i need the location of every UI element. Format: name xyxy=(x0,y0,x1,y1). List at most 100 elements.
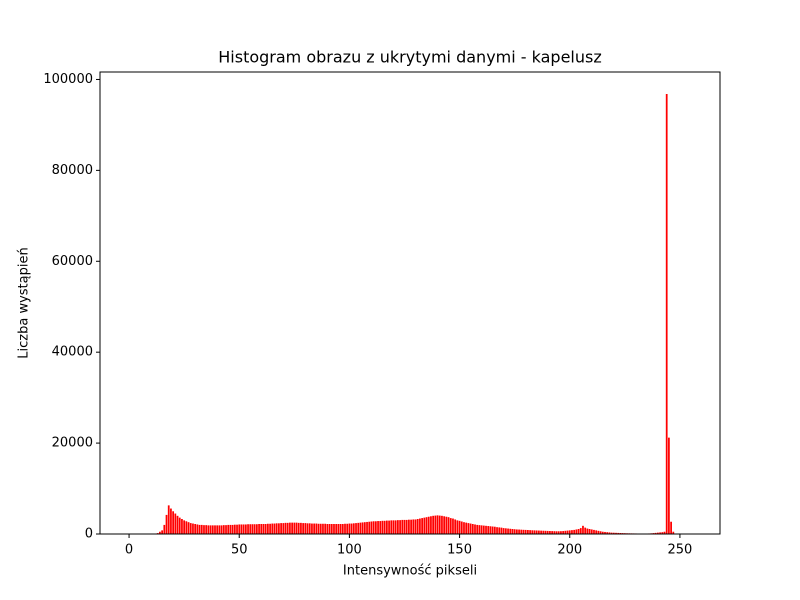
bar xyxy=(608,532,611,534)
bar xyxy=(657,532,659,534)
bar xyxy=(216,525,219,534)
bar xyxy=(509,528,512,534)
bar xyxy=(474,524,476,534)
bar xyxy=(518,529,520,534)
bar xyxy=(269,523,271,534)
bar xyxy=(566,530,569,534)
bar xyxy=(167,505,170,534)
bar xyxy=(359,522,362,534)
bar xyxy=(275,523,278,534)
bar xyxy=(311,523,313,534)
bar xyxy=(348,523,351,534)
bar xyxy=(306,523,309,534)
bar xyxy=(324,523,327,534)
bar xyxy=(366,521,368,534)
x-tick-label: 150 xyxy=(447,543,472,558)
bar xyxy=(388,520,390,534)
bar xyxy=(434,515,437,534)
bar xyxy=(659,532,661,534)
bar xyxy=(350,523,353,534)
bar xyxy=(544,530,547,534)
bar xyxy=(579,528,582,534)
bar xyxy=(273,523,276,534)
bar xyxy=(423,517,426,534)
x-tick-label: 0 xyxy=(125,543,133,558)
bar xyxy=(604,531,606,534)
bar xyxy=(187,522,190,534)
bar xyxy=(330,524,333,534)
bar xyxy=(502,528,505,534)
bar xyxy=(665,94,668,534)
bar xyxy=(427,516,430,534)
bar xyxy=(266,523,269,534)
bar xyxy=(610,532,613,534)
bar xyxy=(207,525,210,534)
bar xyxy=(278,523,280,534)
bar xyxy=(240,524,243,534)
bar xyxy=(533,530,536,534)
bar xyxy=(319,523,322,534)
bar xyxy=(260,524,263,534)
bar xyxy=(333,524,335,534)
bar xyxy=(441,515,443,534)
bar xyxy=(615,532,617,534)
bar xyxy=(390,520,393,534)
bar xyxy=(209,525,212,534)
bar xyxy=(436,515,439,534)
bar xyxy=(463,522,465,534)
bar xyxy=(449,518,452,534)
bar xyxy=(487,526,490,534)
bar xyxy=(302,523,305,534)
bar xyxy=(478,525,481,534)
bar xyxy=(553,531,556,534)
bar xyxy=(617,532,620,534)
bar xyxy=(244,524,247,534)
bar xyxy=(606,532,609,534)
bar xyxy=(339,524,342,534)
bar xyxy=(452,518,454,534)
bar xyxy=(399,520,401,534)
y-tick-label: 100000 xyxy=(43,72,93,87)
bar xyxy=(253,524,256,534)
bar xyxy=(271,523,274,534)
bar xyxy=(293,522,296,534)
bar xyxy=(379,521,382,534)
bar xyxy=(476,524,479,534)
bar xyxy=(284,522,287,534)
bar xyxy=(170,508,172,534)
bar xyxy=(178,517,181,534)
x-tick-label: 250 xyxy=(668,543,693,558)
x-tick-label: 50 xyxy=(231,543,248,558)
bar xyxy=(394,520,397,534)
bar xyxy=(313,523,316,534)
bar xyxy=(304,523,307,534)
bar xyxy=(460,521,463,534)
bar xyxy=(372,521,375,534)
bar xyxy=(161,530,163,534)
bar xyxy=(238,524,241,534)
bar xyxy=(513,529,516,534)
bar xyxy=(564,530,567,534)
bar xyxy=(469,523,472,534)
chart-title: Histogram obrazu z ukrytymi danymi - kap… xyxy=(218,48,602,67)
bar xyxy=(485,525,487,534)
bar xyxy=(480,525,483,534)
bar xyxy=(291,522,293,534)
bar xyxy=(588,529,591,534)
bar xyxy=(317,523,320,534)
bar xyxy=(527,530,529,534)
bar xyxy=(258,524,260,534)
bar xyxy=(176,515,179,534)
bar xyxy=(231,524,234,534)
bar xyxy=(577,529,580,534)
bar xyxy=(363,522,366,534)
bar xyxy=(414,519,417,534)
bar xyxy=(322,523,324,534)
bar xyxy=(432,515,435,534)
bar xyxy=(456,520,459,534)
bar xyxy=(454,519,457,534)
bar xyxy=(352,523,355,534)
bar xyxy=(163,524,166,534)
bar xyxy=(185,521,188,534)
bar xyxy=(233,524,236,534)
